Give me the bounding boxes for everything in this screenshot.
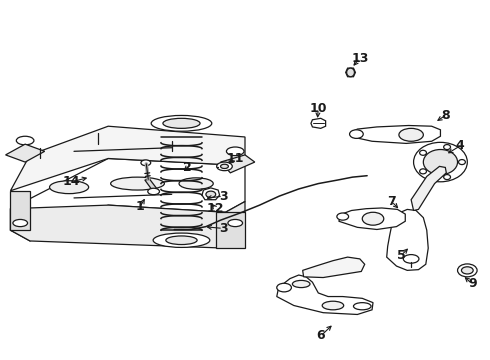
Polygon shape: [202, 188, 220, 200]
Text: 4: 4: [456, 139, 465, 152]
Polygon shape: [220, 155, 255, 173]
Text: 11: 11: [226, 152, 244, 165]
Polygon shape: [10, 126, 245, 191]
Text: 3: 3: [219, 190, 227, 203]
Polygon shape: [339, 208, 405, 229]
Polygon shape: [145, 179, 157, 190]
Ellipse shape: [423, 149, 458, 175]
Ellipse shape: [459, 159, 466, 165]
Ellipse shape: [403, 255, 419, 263]
Ellipse shape: [141, 160, 151, 166]
Text: 8: 8: [441, 109, 450, 122]
Ellipse shape: [399, 129, 423, 141]
Ellipse shape: [293, 280, 310, 288]
Ellipse shape: [148, 188, 159, 195]
Polygon shape: [277, 275, 373, 315]
Ellipse shape: [228, 220, 243, 226]
Ellipse shape: [206, 191, 216, 198]
Ellipse shape: [13, 220, 27, 226]
Ellipse shape: [462, 267, 473, 274]
Ellipse shape: [322, 301, 343, 310]
Polygon shape: [411, 166, 446, 211]
Polygon shape: [387, 210, 428, 270]
Ellipse shape: [443, 175, 450, 180]
Ellipse shape: [353, 303, 371, 310]
Polygon shape: [303, 257, 365, 278]
Ellipse shape: [220, 164, 228, 168]
Text: 9: 9: [468, 278, 476, 291]
Polygon shape: [216, 212, 245, 248]
Text: 3: 3: [219, 222, 227, 235]
Polygon shape: [10, 158, 245, 241]
Polygon shape: [352, 126, 441, 143]
Text: 2: 2: [183, 161, 192, 174]
Text: 14: 14: [63, 175, 80, 188]
Ellipse shape: [217, 162, 232, 171]
Ellipse shape: [49, 181, 89, 194]
Ellipse shape: [163, 118, 200, 129]
Text: 6: 6: [317, 329, 325, 342]
Ellipse shape: [166, 236, 197, 244]
Ellipse shape: [349, 130, 363, 138]
Polygon shape: [5, 144, 45, 162]
Ellipse shape: [419, 169, 426, 174]
Ellipse shape: [179, 178, 213, 189]
Ellipse shape: [337, 213, 348, 220]
Polygon shape: [10, 202, 245, 248]
Ellipse shape: [226, 147, 244, 156]
Ellipse shape: [362, 212, 384, 225]
Polygon shape: [345, 68, 355, 77]
Ellipse shape: [111, 177, 164, 190]
Text: 5: 5: [397, 249, 406, 262]
Ellipse shape: [277, 283, 292, 292]
Polygon shape: [10, 191, 30, 230]
Polygon shape: [311, 118, 326, 129]
Ellipse shape: [151, 116, 212, 131]
Ellipse shape: [419, 150, 426, 155]
Ellipse shape: [16, 136, 34, 145]
Ellipse shape: [443, 145, 450, 149]
Text: 7: 7: [387, 195, 396, 208]
Ellipse shape: [458, 264, 477, 277]
Text: 12: 12: [207, 202, 224, 215]
Text: 1: 1: [136, 201, 145, 213]
Ellipse shape: [153, 233, 210, 247]
Ellipse shape: [346, 68, 354, 77]
Text: 13: 13: [351, 51, 368, 64]
Ellipse shape: [414, 142, 467, 182]
Text: 10: 10: [310, 102, 327, 115]
